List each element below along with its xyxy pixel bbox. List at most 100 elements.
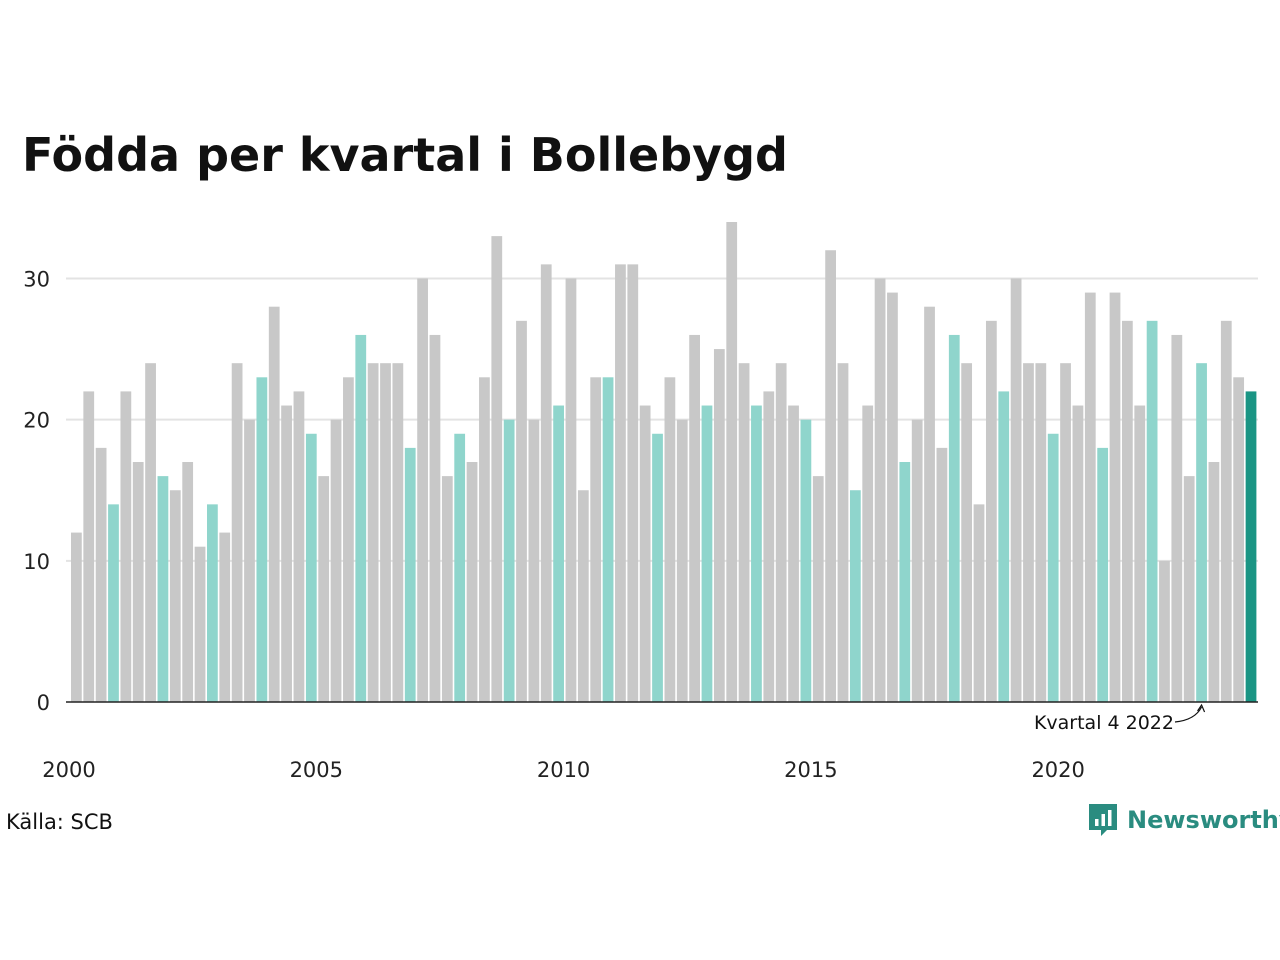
x-tick-label: 2005 — [290, 758, 343, 782]
bar — [652, 433, 663, 702]
bar — [1121, 320, 1133, 702]
bar — [1084, 292, 1096, 702]
bar — [268, 306, 280, 702]
bar — [1159, 560, 1170, 702]
x-tick-label: 2000 — [42, 758, 95, 782]
bar — [689, 334, 700, 702]
bar — [182, 462, 194, 702]
bar — [627, 264, 639, 702]
bar — [998, 391, 1010, 702]
y-tick-label: 0 — [37, 691, 50, 715]
bar — [1208, 462, 1220, 702]
bar — [664, 377, 676, 702]
bar — [973, 504, 985, 702]
bar — [961, 363, 973, 702]
bar — [812, 476, 824, 702]
bar — [565, 278, 577, 702]
source-note: Källa: SCB — [6, 810, 113, 834]
bar — [1171, 334, 1183, 702]
bar — [738, 363, 750, 702]
bar — [763, 391, 775, 702]
x-tick-label: 2015 — [784, 758, 837, 782]
annotation-arrow — [1174, 706, 1203, 723]
bar — [775, 363, 787, 702]
bar — [281, 405, 292, 702]
x-tick-label: 2010 — [537, 758, 590, 782]
bar — [1109, 292, 1121, 702]
bar — [985, 320, 997, 702]
newsworthy-logo-icon — [1089, 804, 1117, 836]
bar — [825, 250, 837, 702]
bar — [108, 504, 119, 702]
bar — [355, 334, 367, 702]
bar — [404, 447, 416, 702]
bar — [849, 490, 861, 702]
bar — [231, 363, 243, 702]
bar — [540, 264, 552, 702]
bar — [244, 419, 255, 702]
bar — [1183, 476, 1195, 702]
bar — [1023, 363, 1034, 702]
bar — [1134, 405, 1146, 702]
bar — [639, 405, 651, 702]
bar — [132, 462, 144, 702]
bar — [528, 419, 540, 702]
bar — [713, 349, 725, 702]
bar — [602, 377, 614, 702]
bar — [120, 391, 132, 702]
bar — [157, 476, 169, 702]
bar — [1047, 433, 1059, 702]
bar-chart: 0 10 20 30 2000 2005 2010 2015 2020 Kvartal 4 202… — [23, 222, 1258, 782]
bar — [83, 391, 95, 702]
bar — [1196, 363, 1207, 702]
y-tick-label: 20 — [23, 409, 50, 433]
bar — [911, 419, 923, 702]
bar — [1060, 363, 1071, 702]
bar — [503, 419, 515, 702]
bar — [800, 419, 812, 702]
bar — [862, 405, 874, 702]
bar — [1010, 278, 1022, 702]
bar — [392, 363, 404, 702]
annotation-label: Kvartal 4 2022 — [1034, 712, 1174, 734]
bar — [726, 222, 738, 702]
bar — [71, 532, 82, 702]
bar — [454, 433, 466, 702]
annotation-arrowhead — [1197, 703, 1206, 713]
x-tick-label: 2020 — [1031, 758, 1084, 782]
bar — [924, 306, 935, 702]
bar — [837, 363, 849, 702]
chart-title: Födda per kvartal i Bollebygd — [22, 128, 788, 182]
bar — [95, 447, 107, 702]
bar — [417, 278, 428, 702]
bar — [169, 490, 181, 702]
bar — [466, 462, 478, 702]
bar — [380, 363, 391, 702]
bar — [701, 405, 713, 702]
bar — [145, 363, 156, 702]
bar — [577, 490, 589, 702]
bar — [788, 405, 799, 702]
bar — [1233, 377, 1245, 702]
bar — [553, 405, 564, 702]
bar — [1072, 405, 1084, 702]
brand-name: Newsworthy — [1127, 806, 1280, 834]
bar — [367, 363, 379, 702]
bar — [479, 377, 490, 702]
bar — [256, 377, 268, 702]
bar — [590, 377, 602, 702]
bar — [219, 532, 231, 702]
bar — [874, 278, 886, 702]
bar — [293, 391, 305, 702]
bar — [491, 236, 503, 702]
bar — [207, 504, 218, 702]
bar — [1245, 391, 1257, 702]
bar — [899, 462, 911, 702]
bar — [441, 476, 453, 702]
bar — [676, 419, 688, 702]
bar — [1097, 447, 1109, 702]
bar — [1220, 320, 1232, 702]
bar — [343, 377, 354, 702]
bar — [936, 447, 948, 702]
bar — [305, 433, 317, 702]
